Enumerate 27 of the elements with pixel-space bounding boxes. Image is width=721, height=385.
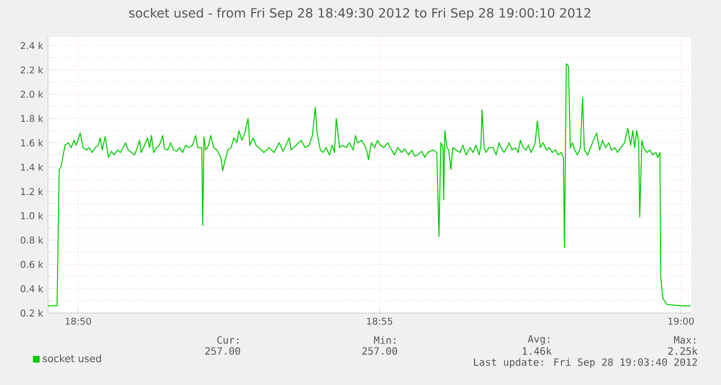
text: Cur: (217, 336, 238, 344)
chart-title: socket used - from Fri Sep 28 18:49:30 2012 to Fri Sep 28 19:00:10 2012 (129, 8, 590, 20)
text: 1.46k (522, 347, 552, 355)
text: Last update: Fri Sep 28 19:03:40 2012 (474, 358, 697, 368)
x-tick-label: 18:50 (66, 318, 91, 325)
y-tick-label: 0.2 k (20, 309, 44, 317)
y-tick-label: 1.2 k (21, 188, 44, 195)
x-tick-label: 18:55 (367, 318, 392, 325)
text: Min: (374, 336, 396, 344)
text: 2.25k (668, 347, 698, 355)
x-tick-label: 19:00 (668, 318, 694, 325)
legend-label: socket used (42, 354, 101, 362)
y-tick-label: 1.6 k (21, 139, 44, 146)
text: 257.00 (205, 347, 240, 355)
y-tick-label: 1.8 k (21, 114, 44, 122)
text: Max: (674, 336, 696, 344)
y-tick-label: 0.6 k (20, 260, 44, 268)
line-series (48, 63, 691, 306)
text: 257.00 (362, 347, 398, 355)
y-tick-label: 2.4 k (20, 42, 44, 50)
y-tick-label: 0.8 k (20, 236, 44, 244)
y-tick-label: 2.0 k (20, 90, 44, 98)
y-tick-label: 1.4 k (21, 164, 44, 171)
y-tick-label: 1.0 k (21, 212, 44, 220)
y-tick-label: 0.4 k (20, 285, 44, 292)
y-tick-label: 2.2 k (20, 66, 44, 74)
text: Avg: (528, 335, 550, 345)
